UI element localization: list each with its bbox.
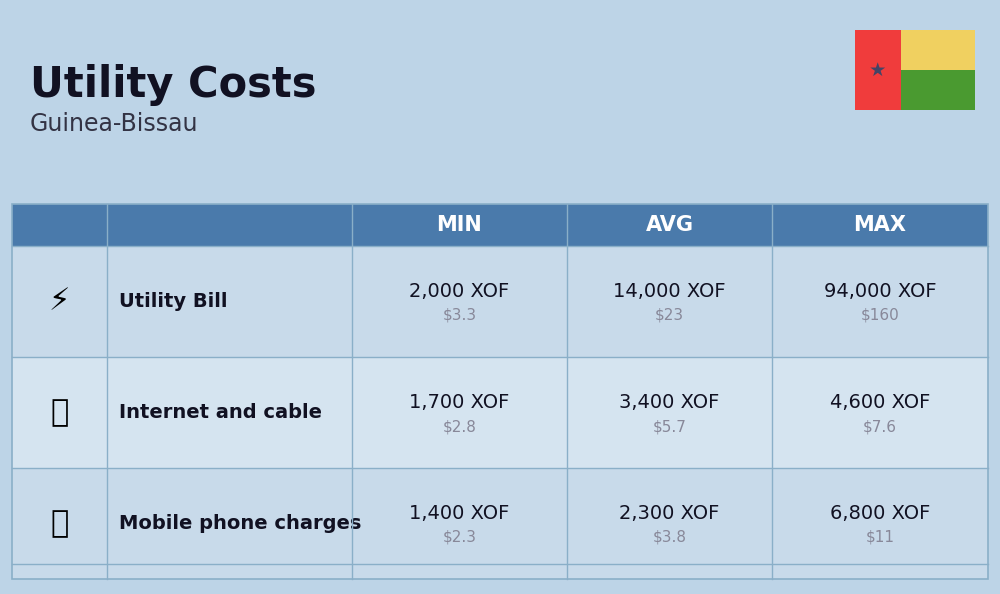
Text: 📱: 📱 — [50, 509, 69, 538]
FancyBboxPatch shape — [12, 246, 988, 357]
Text: 6,800 XOF: 6,800 XOF — [830, 504, 930, 523]
Text: Guinea-Bissau: Guinea-Bissau — [30, 112, 198, 136]
Text: $3.3: $3.3 — [442, 308, 477, 323]
Text: Utility Costs: Utility Costs — [30, 64, 316, 106]
Text: 1,700 XOF: 1,700 XOF — [409, 393, 510, 412]
FancyBboxPatch shape — [855, 30, 901, 110]
Text: $160: $160 — [861, 308, 899, 323]
Text: $2.3: $2.3 — [442, 530, 477, 545]
Text: 📡: 📡 — [50, 398, 69, 427]
Text: 3,400 XOF: 3,400 XOF — [619, 393, 720, 412]
Text: 14,000 XOF: 14,000 XOF — [613, 282, 726, 301]
Text: AVG: AVG — [646, 215, 694, 235]
FancyBboxPatch shape — [12, 468, 988, 579]
Text: Mobile phone charges: Mobile phone charges — [119, 514, 361, 533]
Text: $5.7: $5.7 — [653, 419, 686, 434]
Text: $23: $23 — [655, 308, 684, 323]
Text: 2,000 XOF: 2,000 XOF — [409, 282, 510, 301]
Text: $7.6: $7.6 — [863, 419, 897, 434]
Text: 1,400 XOF: 1,400 XOF — [409, 504, 510, 523]
Text: MIN: MIN — [437, 215, 482, 235]
Text: Utility Bill: Utility Bill — [119, 292, 228, 311]
Text: 2,300 XOF: 2,300 XOF — [619, 504, 720, 523]
Text: 4,600 XOF: 4,600 XOF — [830, 393, 930, 412]
Text: $11: $11 — [866, 530, 895, 545]
Text: 94,000 XOF: 94,000 XOF — [824, 282, 936, 301]
Text: MAX: MAX — [854, 215, 906, 235]
Text: $2.8: $2.8 — [443, 419, 476, 434]
FancyBboxPatch shape — [901, 70, 975, 110]
Text: ⚡: ⚡ — [49, 287, 70, 316]
FancyBboxPatch shape — [901, 30, 975, 70]
Text: Internet and cable: Internet and cable — [119, 403, 322, 422]
Text: $3.8: $3.8 — [652, 530, 686, 545]
FancyBboxPatch shape — [12, 357, 988, 468]
Text: ★: ★ — [869, 61, 887, 80]
FancyBboxPatch shape — [12, 204, 988, 246]
